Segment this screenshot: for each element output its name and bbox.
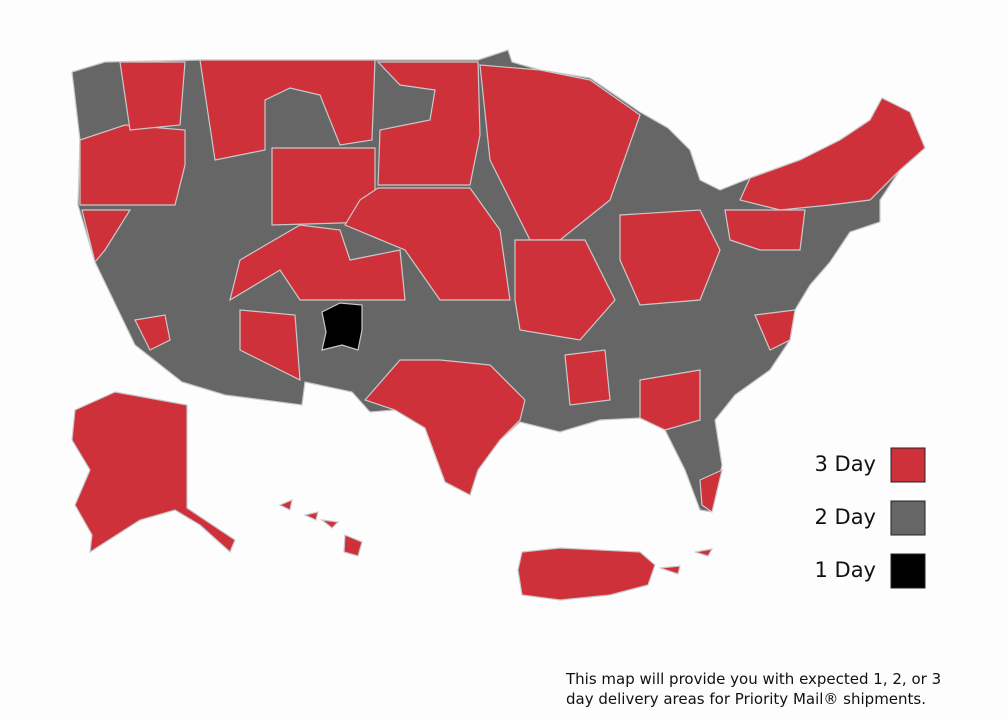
- region-montana: [199, 59, 376, 161]
- hawaii: [278, 499, 363, 557]
- region-south: [564, 349, 611, 406]
- caption-line: day delivery areas for Priority Mail® sh…: [566, 690, 926, 708]
- legend: 3 Day 2 Day 1 Day: [814, 447, 926, 589]
- region-missouri: [514, 239, 616, 341]
- caption-line: This map will provide you with expected …: [565, 670, 941, 688]
- legend-swatch: [890, 500, 926, 536]
- legend-label: 2 Day: [814, 505, 876, 529]
- region-ohio-valley: [619, 209, 721, 306]
- region-florida: [699, 468, 723, 513]
- region-plains: [344, 187, 511, 301]
- legend-label: 3 Day: [814, 452, 876, 476]
- puerto-rico: [517, 547, 714, 601]
- region-southwest: [239, 309, 301, 382]
- region-socal: [134, 314, 171, 351]
- region-dakotas: [376, 61, 481, 186]
- region-phoenix: [321, 302, 363, 351]
- legend-swatch: [890, 447, 926, 483]
- region-southeast: [639, 369, 701, 431]
- region-northeast: [739, 97, 926, 211]
- region-california: [81, 209, 132, 264]
- legend-label: 1 Day: [814, 558, 876, 582]
- map: [71, 49, 926, 601]
- region-colorado: [229, 224, 406, 302]
- legend-swatch: [890, 553, 926, 589]
- region-washington: [119, 61, 186, 131]
- region-mid-atlantic: [724, 209, 806, 251]
- region-texas: [363, 359, 526, 496]
- region-midwest: [479, 64, 641, 241]
- alaska: [71, 391, 236, 554]
- region-northwest: [79, 124, 186, 206]
- region-carolinas: [754, 309, 796, 351]
